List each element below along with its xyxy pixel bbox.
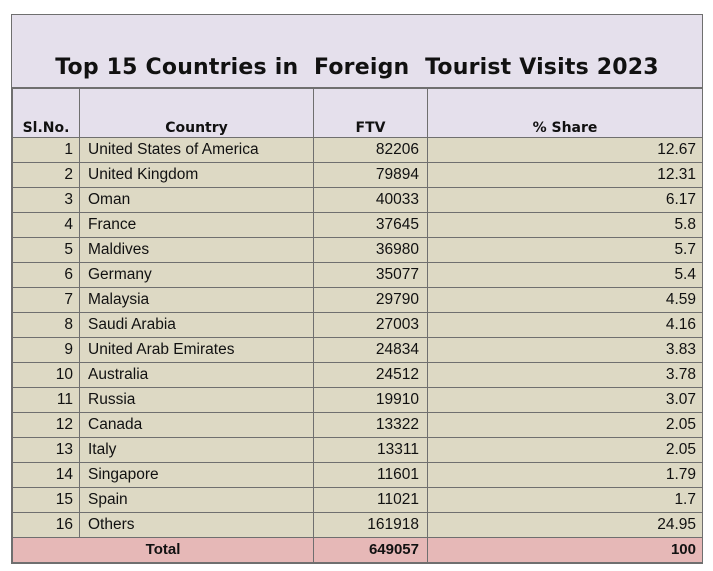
table-row: 16 Others 161918 24.95 xyxy=(12,512,703,538)
cell-country: Malaysia xyxy=(79,287,314,313)
cell-share: 12.31 xyxy=(427,162,703,188)
cell-sl-no: 9 xyxy=(12,337,80,363)
cell-ftv: 11021 xyxy=(313,487,428,513)
cell-ftv: 82206 xyxy=(313,137,428,163)
cell-country: Australia xyxy=(79,362,314,388)
cell-country: Russia xyxy=(79,387,314,413)
table-row: 3 Oman 40033 6.17 xyxy=(12,187,703,213)
cell-ftv: 11601 xyxy=(313,462,428,488)
cell-sl-no: 5 xyxy=(12,237,80,263)
cell-share: 5.7 xyxy=(427,237,703,263)
cell-sl-no: 16 xyxy=(12,512,80,538)
cell-sl-no: 6 xyxy=(12,262,80,288)
table-row: 1 United States of America 82206 12.67 xyxy=(12,137,703,163)
table-row: 12 Canada 13322 2.05 xyxy=(12,412,703,438)
table-row: 8 Saudi Arabia 27003 4.16 xyxy=(12,312,703,338)
title-band: Top 15 Countries in Foreign Tourist Visi… xyxy=(12,15,702,88)
table-body: 1 United States of America 82206 12.67 2… xyxy=(12,137,703,563)
ftv-table-sheet: Top 15 Countries in Foreign Tourist Visi… xyxy=(11,14,703,564)
cell-ftv: 35077 xyxy=(313,262,428,288)
table-row: 5 Maldives 36980 5.7 xyxy=(12,237,703,263)
total-ftv: 649057 xyxy=(313,537,428,563)
table-row: 9 United Arab Emirates 24834 3.83 xyxy=(12,337,703,363)
cell-country: United Kingdom xyxy=(79,162,314,188)
header-share: % Share xyxy=(427,88,703,138)
cell-ftv: 13311 xyxy=(313,437,428,463)
cell-country: United Arab Emirates xyxy=(79,337,314,363)
cell-share: 1.79 xyxy=(427,462,703,488)
cell-sl-no: 13 xyxy=(12,437,80,463)
cell-ftv: 161918 xyxy=(313,512,428,538)
cell-share: 2.05 xyxy=(427,412,703,438)
cell-share: 2.05 xyxy=(427,437,703,463)
table-row: 10 Australia 24512 3.78 xyxy=(12,362,703,388)
cell-ftv: 36980 xyxy=(313,237,428,263)
total-share: 100 xyxy=(427,537,703,563)
header-country: Country xyxy=(79,88,314,138)
cell-country: Others xyxy=(79,512,314,538)
cell-ftv: 24834 xyxy=(313,337,428,363)
cell-ftv: 37645 xyxy=(313,212,428,238)
table-row: 4 France 37645 5.8 xyxy=(12,212,703,238)
cell-country: Maldives xyxy=(79,237,314,263)
header-row: Sl.No. Country FTV % Share xyxy=(12,88,703,138)
cell-sl-no: 8 xyxy=(12,312,80,338)
table-title: Top 15 Countries in Foreign Tourist Visi… xyxy=(55,55,659,80)
cell-share: 4.16 xyxy=(427,312,703,338)
cell-ftv: 24512 xyxy=(313,362,428,388)
cell-share: 3.07 xyxy=(427,387,703,413)
cell-sl-no: 7 xyxy=(12,287,80,313)
cell-share: 3.78 xyxy=(427,362,703,388)
cell-sl-no: 10 xyxy=(12,362,80,388)
cell-sl-no: 2 xyxy=(12,162,80,188)
table-row: 2 United Kingdom 79894 12.31 xyxy=(12,162,703,188)
header-sl-no: Sl.No. xyxy=(12,88,80,138)
cell-country: Saudi Arabia xyxy=(79,312,314,338)
cell-country: Canada xyxy=(79,412,314,438)
table-row: 15 Spain 11021 1.7 xyxy=(12,487,703,513)
total-label: Total xyxy=(12,537,314,563)
cell-share: 1.7 xyxy=(427,487,703,513)
cell-ftv: 13322 xyxy=(313,412,428,438)
table-row: 11 Russia 19910 3.07 xyxy=(12,387,703,413)
cell-share: 5.4 xyxy=(427,262,703,288)
cell-country: Italy xyxy=(79,437,314,463)
cell-share: 12.67 xyxy=(427,137,703,163)
cell-ftv: 79894 xyxy=(313,162,428,188)
total-row: Total 649057 100 xyxy=(12,537,703,563)
table-row: 6 Germany 35077 5.4 xyxy=(12,262,703,288)
cell-country: France xyxy=(79,212,314,238)
cell-country: Singapore xyxy=(79,462,314,488)
header-ftv: FTV xyxy=(313,88,428,138)
cell-sl-no: 11 xyxy=(12,387,80,413)
cell-ftv: 27003 xyxy=(313,312,428,338)
cell-sl-no: 1 xyxy=(12,137,80,163)
cell-ftv: 19910 xyxy=(313,387,428,413)
cell-sl-no: 14 xyxy=(12,462,80,488)
cell-sl-no: 4 xyxy=(12,212,80,238)
cell-country: Germany xyxy=(79,262,314,288)
cell-share: 4.59 xyxy=(427,287,703,313)
cell-ftv: 29790 xyxy=(313,287,428,313)
cell-ftv: 40033 xyxy=(313,187,428,213)
ftv-table: Sl.No. Country FTV % Share 1 United Stat… xyxy=(12,88,703,563)
table-row: 13 Italy 13311 2.05 xyxy=(12,437,703,463)
cell-country: Spain xyxy=(79,487,314,513)
cell-share: 24.95 xyxy=(427,512,703,538)
cell-sl-no: 15 xyxy=(12,487,80,513)
table-row: 7 Malaysia 29790 4.59 xyxy=(12,287,703,313)
cell-share: 6.17 xyxy=(427,187,703,213)
cell-country: United States of America xyxy=(79,137,314,163)
cell-share: 5.8 xyxy=(427,212,703,238)
cell-share: 3.83 xyxy=(427,337,703,363)
table-row: 14 Singapore 11601 1.79 xyxy=(12,462,703,488)
cell-sl-no: 3 xyxy=(12,187,80,213)
cell-sl-no: 12 xyxy=(12,412,80,438)
cell-country: Oman xyxy=(79,187,314,213)
